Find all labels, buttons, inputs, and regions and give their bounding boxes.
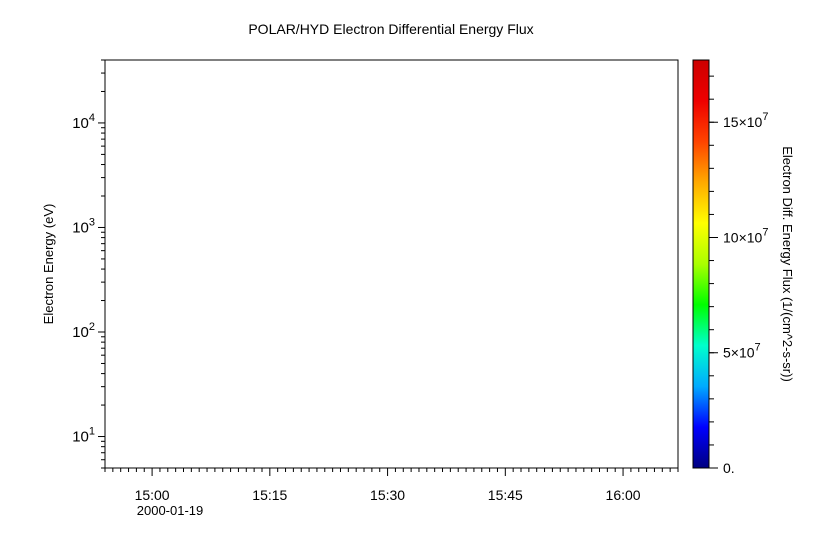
y-axis-label: Electron Energy (eV) (41, 204, 56, 325)
colorbar-tick-label: 5×107 (723, 342, 761, 361)
y-tick-label: 104 (72, 112, 95, 132)
y-tick-label: 101 (72, 426, 95, 446)
chart-title: POLAR/HYD Electron Differential Energy F… (248, 21, 533, 37)
x-tick-label: 15:30 (370, 487, 405, 503)
colorbar-tick-label: 15×107 (723, 111, 768, 130)
y-tick-label: 103 (72, 216, 95, 236)
colorbar-tick-label: 0. (723, 460, 735, 476)
x-axis-date-label: 2000-01-19 (137, 503, 204, 518)
x-tick-label: 15:00 (135, 487, 170, 503)
plot-area (104, 59, 679, 469)
x-tick-label: 15:45 (488, 487, 523, 503)
colorbar-label: Electron Diff. Energy Flux (1/(cm^2-s-sr… (780, 146, 795, 382)
x-axis: 15:00 15:15 15:30 15:45 16:00 (104, 468, 679, 503)
y-tick-label: 102 (72, 321, 95, 341)
colorbar (692, 59, 710, 469)
x-tick-label: 16:00 (606, 487, 641, 503)
x-tick-label: 15:15 (252, 487, 287, 503)
colorbar-axis: 0. 5×107 10×107 15×107 (709, 75, 768, 476)
y-axis: 101 102 103 104 (72, 59, 105, 469)
colorbar-tick-label: 10×107 (723, 226, 768, 245)
